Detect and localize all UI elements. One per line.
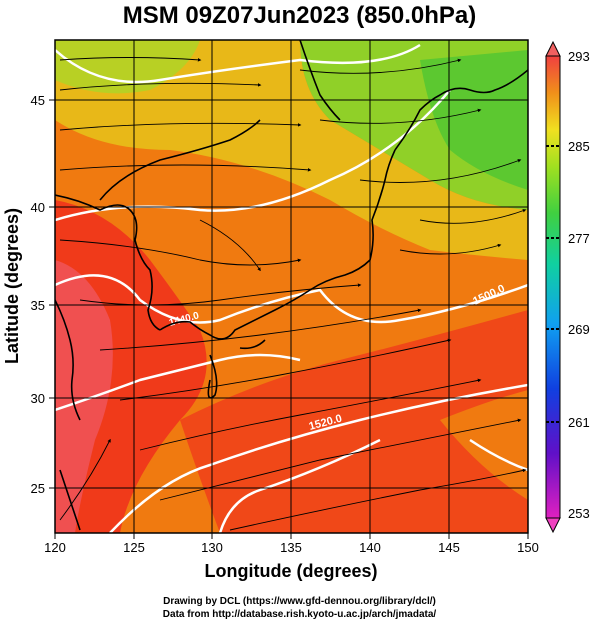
colorbar-tick-label: 293 xyxy=(568,49,590,64)
x-tick-label: 130 xyxy=(201,540,223,555)
x-tick-label: 140 xyxy=(359,540,381,555)
grid-lines xyxy=(55,40,528,533)
colorbar-top-arrow xyxy=(545,40,561,57)
x-axis-label: Longitude (degrees) xyxy=(204,561,377,581)
y-tick-label: 45 xyxy=(31,93,45,108)
coastlines xyxy=(55,40,528,531)
wind-streamlines xyxy=(59,57,527,531)
colorbar-tick-label: 277 xyxy=(568,231,590,246)
x-tick-label: 145 xyxy=(438,540,460,555)
x-tick-label: 125 xyxy=(123,540,145,555)
colorbar-tick-label: 285 xyxy=(568,139,590,154)
y-tick-label: 40 xyxy=(31,200,45,215)
y-tick-label: 25 xyxy=(31,481,45,496)
colorbar-bottom-arrow xyxy=(545,517,561,534)
data-credit: Data from http://database.rish.kyoto-u.a… xyxy=(162,609,437,620)
x-tick-label: 135 xyxy=(280,540,302,555)
map-title: MSM 09Z07Jun2023 (850.0hPa) xyxy=(122,2,477,29)
colorbar-tick-label: 261 xyxy=(568,415,590,430)
colorbar-tick-label: 269 xyxy=(568,322,590,337)
x-tick-label: 150 xyxy=(517,540,539,555)
y-tick-label: 30 xyxy=(31,391,45,406)
x-tick-label: 120 xyxy=(44,540,66,555)
drawing-credit: Drawing by DCL (https://www.gfd-dennou.o… xyxy=(163,596,436,607)
y-tick-label: 35 xyxy=(31,298,45,313)
colorbar xyxy=(545,40,561,534)
colorbar-tick-label: 253 xyxy=(568,506,590,521)
y-axis-label: Latitude (degrees) xyxy=(2,208,22,364)
height-contours xyxy=(55,43,528,533)
axis-ticks xyxy=(49,99,529,539)
